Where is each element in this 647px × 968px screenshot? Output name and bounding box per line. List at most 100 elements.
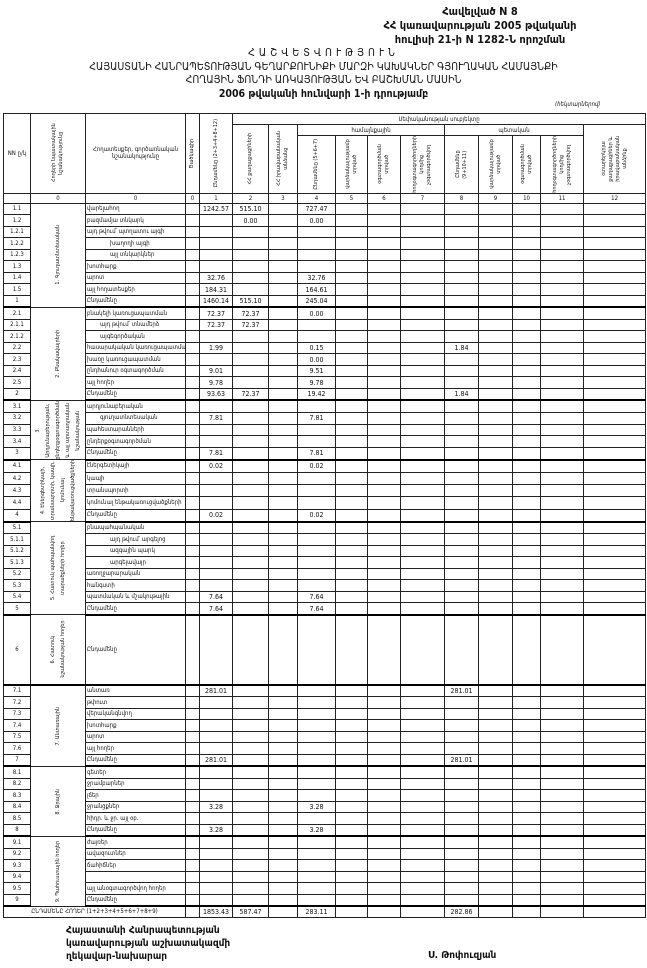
value-cell-col-1: 3.28 [199, 823, 233, 838]
row-number: 5 [3, 602, 31, 616]
row-number: 5.1.1 [3, 533, 31, 546]
document-title: ՀԱՇՎԵՏՎՈՒԹՅՈՒՆ [248, 47, 399, 59]
value-cell-col-12 [582, 602, 647, 616]
value-cell-col-6 [367, 719, 401, 732]
row-number: 5.2 [3, 567, 31, 581]
table-row: 1.2.1 այդ թվում՝ պտղատու այգի [3, 225, 647, 239]
land-fund-table: NN ը/կ Հողերի նպատակային նշանակությունը … [3, 113, 647, 919]
row-name: գետեր [85, 765, 186, 779]
table-row: 9 Ընդամենը [3, 893, 647, 908]
table-row: 2.1.2 այգեգործական [3, 330, 647, 343]
value-cell-col-4: 7.64 [297, 602, 336, 616]
header-col-2: ՀՀ քաղաքացիների [232, 124, 269, 194]
value-cell-col-7 [400, 567, 445, 581]
value-cell-col-4 [297, 544, 336, 558]
value-cell-col-11 [540, 556, 584, 569]
value-cell-col-8 [444, 707, 479, 721]
value-cell-col-5 [335, 544, 368, 558]
row-name: հանգստի [85, 579, 186, 592]
value-cell-col-1 [199, 435, 233, 449]
table-row: 5.2 առողջարարական [3, 567, 647, 581]
value-cell-col-9 [478, 533, 513, 546]
signatory-name: Ս. Թոփուզյան [428, 950, 497, 961]
value-cell-col-2: 0.00 [232, 214, 269, 227]
value-cell-col-4: 9.51 [297, 364, 336, 378]
row-number: 4.3 [3, 484, 31, 498]
value-cell-col-8 [444, 521, 479, 535]
value-cell-col-12 [582, 202, 647, 216]
row-number: 7.2 [3, 696, 31, 709]
row-name: կապի [85, 472, 186, 486]
value-cell-col-7 [400, 859, 445, 872]
value-cell-col-3 [268, 306, 298, 320]
table-row: 1.3 խոտհարք [3, 260, 647, 273]
table-row: 3.4 ընդերքօգտագործման [3, 435, 647, 449]
value-cell-col-6 [367, 579, 401, 592]
value-cell-col-12 [582, 835, 647, 849]
row-code [185, 730, 200, 744]
value-cell-col-12 [582, 411, 647, 425]
table-row: 3.2 գյուղատնտեսական 7.81 7.81 [3, 411, 647, 425]
value-cell-col-8 [444, 893, 479, 908]
row-name: կոմունալ ենթակառուցվածքների [85, 496, 186, 510]
value-cell-col-11 [540, 306, 584, 320]
row-number: 8.3 [3, 789, 31, 802]
value-cell-col-7 [400, 260, 445, 273]
row-name: այլ տնկարկներ [85, 248, 186, 262]
value-cell-col-6 [367, 508, 401, 523]
value-cell-col-1 [199, 696, 233, 709]
value-cell-col-6 [367, 364, 401, 378]
value-cell-col-11 [540, 484, 584, 498]
value-cell-col-3 [268, 893, 298, 908]
value-cell-col-7 [400, 893, 445, 908]
value-cell-col-10 [512, 777, 541, 791]
row-number: 8 [3, 823, 31, 838]
value-cell-col-5 [335, 447, 368, 461]
value-cell-col-1: 7.64 [199, 590, 233, 604]
table-row: 2.1.1 այդ թվում՝ տնամերձ 72.37 72.37 [3, 318, 647, 332]
value-cell-col-2 [232, 777, 269, 791]
value-cell-col-5 [335, 341, 368, 355]
table-row: 4.3 տրանսպորտի [3, 484, 647, 498]
value-cell-col-10 [512, 353, 541, 366]
row-code [185, 521, 200, 535]
value-cell-col-7 [400, 684, 445, 698]
value-cell-col-5 [335, 283, 368, 296]
value-cell-col-5 [335, 376, 368, 389]
value-cell-col-9 [478, 544, 513, 558]
row-name: տրանսպորտի [85, 484, 186, 498]
value-cell-col-9 [478, 283, 513, 296]
value-cell-col-6 [367, 893, 401, 908]
value-cell-col-10 [512, 521, 541, 535]
row-name: Ընդամենը [85, 447, 186, 461]
value-cell-col-1 [199, 765, 233, 779]
value-cell-col-5 [335, 684, 368, 698]
table-row: 9.5 այլ անօգտագործվող հողեր [3, 882, 647, 895]
value-cell-col-7 [400, 719, 445, 732]
grand-total-col-10 [512, 905, 541, 919]
value-cell-col-2 [232, 508, 269, 523]
value-cell-col-11 [540, 260, 584, 273]
grand-total-col-2: 587.47 [232, 905, 269, 919]
value-cell-col-4 [297, 260, 336, 273]
value-cell-col-4 [297, 567, 336, 581]
column-number: 10 [512, 192, 541, 204]
value-cell-col-8 [444, 859, 479, 872]
row-name: վերականգնվող [85, 707, 186, 721]
value-cell-col-5 [335, 579, 368, 592]
row-code [185, 330, 200, 343]
value-cell-col-1 [199, 567, 233, 581]
value-cell-col-9 [478, 882, 513, 895]
row-name: այլ անօգտագործվող հողեր [85, 882, 186, 895]
value-cell-col-8 [444, 330, 479, 343]
value-cell-col-10 [512, 364, 541, 378]
value-cell-col-1 [199, 730, 233, 744]
value-cell-col-3 [268, 411, 298, 425]
value-cell-col-11 [540, 893, 584, 908]
table-row: 2.4 ընդհանուր օգտագործման 9.01 9.51 [3, 364, 647, 378]
value-cell-col-2 [232, 364, 269, 378]
value-cell-col-6 [367, 567, 401, 581]
value-cell-col-9 [478, 411, 513, 425]
table-row: 2.5 այլ հողեր 9.78 9.78 [3, 376, 647, 389]
value-cell-col-1 [199, 893, 233, 908]
